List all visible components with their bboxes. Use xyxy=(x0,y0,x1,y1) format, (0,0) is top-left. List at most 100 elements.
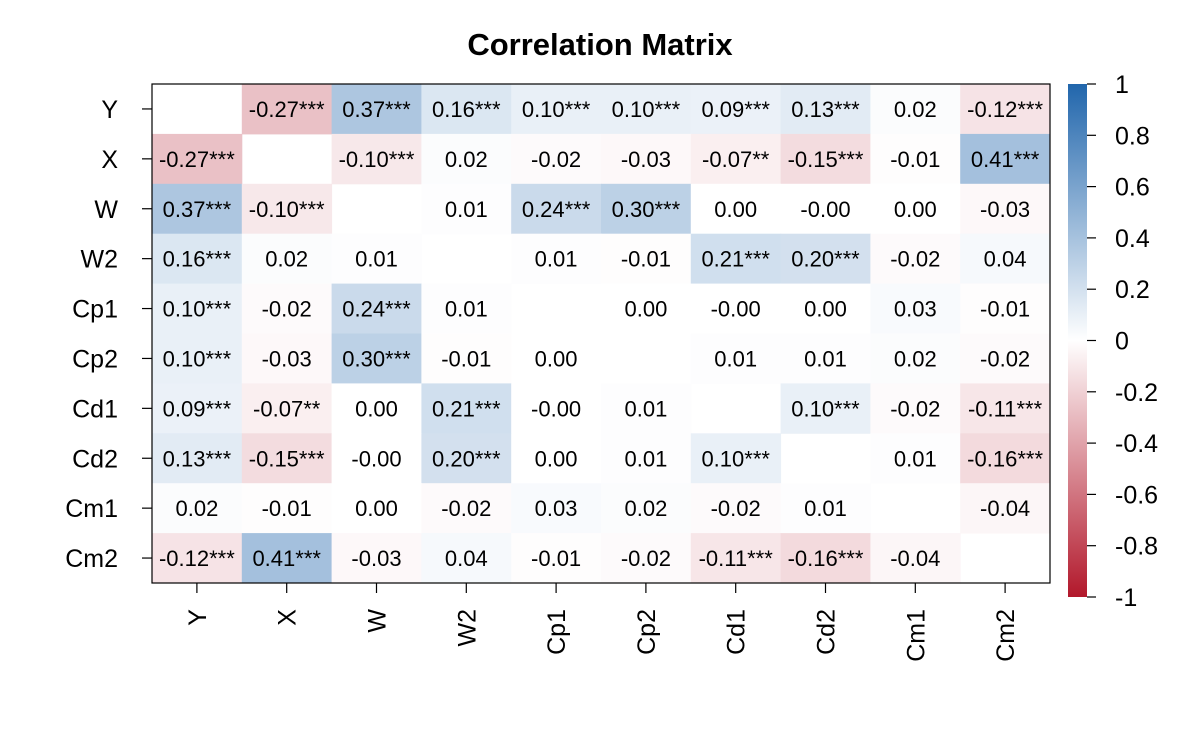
cell-label-Cm2-Y: -0.12*** xyxy=(159,546,235,571)
y-tick-label-X: X xyxy=(101,146,118,174)
cell-label-Y-X: -0.27*** xyxy=(249,97,325,122)
legend-tick-label: 1 xyxy=(1115,71,1129,99)
heatmap-cell-Cd1-W2 xyxy=(421,383,512,434)
cell-label-X-Y: -0.27*** xyxy=(159,147,235,172)
cell-label-Cd2-Cm2: -0.16*** xyxy=(967,446,1043,471)
heatmap-cell-W-Cm2 xyxy=(960,183,1051,235)
cell-label-Cd2-Cp2: 0.01 xyxy=(624,446,667,471)
cell-label-Y-Cm1: 0.02 xyxy=(894,97,937,122)
heatmap-cell-W2-Cp1 xyxy=(511,233,602,285)
color-legend: 1 0.8 0.6 0.4 0.2 0 -0.2 -0.4 -0.6 -0.8 -1 xyxy=(1068,71,1158,612)
heatmap-cell-Cd2-Cm1 xyxy=(870,433,961,484)
cell-label-W2-X: 0.02 xyxy=(265,247,308,272)
heatmap-cell-X-Cp1 xyxy=(511,133,602,185)
y-tick-label-Y: Y xyxy=(101,96,118,124)
heatmap-cell-Cm1-W xyxy=(331,483,422,534)
heatmap-cell-Cm1-Cm2 xyxy=(960,483,1051,534)
x-tick-label-Cd1: Cd1 xyxy=(723,609,751,655)
heatmap-cell-Cp2-Cp1 xyxy=(511,333,602,384)
x-tick-label-Cm2: Cm2 xyxy=(992,609,1020,662)
cell-label-Cp1-Cp2: 0.00 xyxy=(624,297,667,322)
cell-label-Cp1-W2: 0.01 xyxy=(445,297,488,322)
cell-label-Cm1-Cp2: 0.02 xyxy=(624,496,667,521)
heatmap-cell-X-W xyxy=(331,133,422,185)
cell-label-Cd1-Cm1: -0.02 xyxy=(890,396,940,421)
heatmap-cell-Cd2-Cp1 xyxy=(511,433,602,484)
cell-label-W-Cp1: 0.24*** xyxy=(522,197,591,222)
heatmap-cell-Cm1-W2 xyxy=(421,483,512,534)
heatmap-cell-Cm2-Cm1 xyxy=(870,533,961,584)
heatmap-cell-Cd1-Cp1 xyxy=(511,383,602,434)
cell-label-Cd2-X: -0.15*** xyxy=(249,446,325,471)
legend-tick-label: 0.8 xyxy=(1115,122,1150,150)
heatmap-cell-Cm2-Cd1 xyxy=(690,533,782,584)
cell-label-Cp2-Cp1: 0.00 xyxy=(535,346,578,371)
heatmap-cell-Cm1-Cp1 xyxy=(511,483,602,534)
cell-label-Cp1-Cm1: 0.03 xyxy=(894,297,937,322)
heatmap-cell-Cp1-W xyxy=(331,283,422,334)
cell-label-Cp1-Cd2: 0.00 xyxy=(804,297,847,322)
y-tick-label-W2: W2 xyxy=(81,246,119,274)
heatmap-cell-Cd2-Cd1 xyxy=(690,433,782,484)
y-tick-label-Cm1: Cm1 xyxy=(65,495,118,523)
cell-label-W2-Cm1: -0.02 xyxy=(890,247,940,272)
heatmap-cell-Cm2-Cp2 xyxy=(601,533,692,584)
cell-label-X-Cm2: 0.41*** xyxy=(971,147,1040,172)
heatmap-cell-Cp2-W xyxy=(331,333,422,384)
heatmap-cell-Cp2-X xyxy=(241,333,333,384)
cell-label-Y-Cp1: 0.10*** xyxy=(522,97,591,122)
legend-tick-label: 0.6 xyxy=(1115,174,1150,202)
cell-label-W2-Cp2: -0.01 xyxy=(621,247,671,272)
heatmap-cell-X-Cp2 xyxy=(601,133,692,185)
cell-label-Cd1-Cp1: -0.00 xyxy=(531,396,581,421)
y-tick-label-Cp1: Cp1 xyxy=(72,296,118,324)
heatmap-cell-X-Y xyxy=(152,133,243,185)
cell-label-Cm1-Cp1: 0.03 xyxy=(535,496,578,521)
heatmap-cell-Cp1-Y xyxy=(152,283,243,334)
heatmap-cell-Cd1-X xyxy=(241,383,333,434)
cell-label-Cm1-Cd1: -0.02 xyxy=(711,496,761,521)
cell-label-X-Cp1: -0.02 xyxy=(531,147,581,172)
cell-label-W-W2: 0.01 xyxy=(445,197,488,222)
heatmap-cell-Cp1-Cp2 xyxy=(601,283,692,334)
heatmap-cell-Y-Cp2 xyxy=(601,84,692,135)
heatmap-cell-Y-Cd2 xyxy=(780,84,871,135)
heatmap-cell-W2-X xyxy=(241,233,333,285)
heatmap-cell-W-X xyxy=(241,183,333,235)
legend-tick-label: 0.4 xyxy=(1115,225,1150,253)
cell-label-X-W2: 0.02 xyxy=(445,147,488,172)
cell-label-X-Cm1: -0.01 xyxy=(890,147,940,172)
heatmap-cell-W2-Y xyxy=(152,233,243,285)
heatmap-cell-Cp1-X xyxy=(241,283,333,334)
x-tick-label-W2: W2 xyxy=(453,609,481,647)
x-tick-label-W: W xyxy=(364,609,392,633)
heatmap-cell-Y-W2 xyxy=(421,84,512,135)
cell-label-Y-Cd2: 0.13*** xyxy=(791,97,860,122)
heatmap-cell-Cp1-Cm1 xyxy=(870,283,961,334)
legend-color-bar xyxy=(1068,84,1087,597)
cell-label-Cp2-X: -0.03 xyxy=(262,346,312,371)
cell-label-Cp2-Cm1: 0.02 xyxy=(894,346,937,371)
heatmap-cell-Y-Cm2 xyxy=(960,84,1051,135)
y-tick-label-W: W xyxy=(94,196,118,224)
heatmap-cell-Cp2-Y xyxy=(152,333,243,384)
x-tick-label-Cp1: Cp1 xyxy=(543,609,571,655)
heatmap-cell-Cd2-X xyxy=(241,433,333,484)
heatmap-cell-W-W2 xyxy=(421,183,512,235)
cell-label-Cp1-X: -0.02 xyxy=(262,297,312,322)
cell-label-Y-Cp2: 0.10*** xyxy=(612,97,681,122)
legend-tick-label: -0.2 xyxy=(1115,379,1158,407)
cell-label-Cp2-Y: 0.10*** xyxy=(163,346,232,371)
heatmap-cell-Cd1-Y xyxy=(152,383,243,434)
heatmap-cells: -0.27*** 0.37*** 0.16*** 0.10*** 0.10*** 0.09… xyxy=(152,84,1051,584)
heatmap-cell-Cp1-Cd1 xyxy=(690,283,782,334)
cell-label-Cp1-W: 0.24*** xyxy=(342,297,411,322)
cell-label-W2-Cp1: 0.01 xyxy=(535,247,578,272)
heatmap-cell-X-Cm2 xyxy=(960,133,1051,185)
cell-label-W2-Cm2: 0.04 xyxy=(984,247,1027,272)
cell-label-Cd1-Cd2: 0.10*** xyxy=(791,396,860,421)
heatmap-cell-Cd2-W xyxy=(331,433,422,484)
cell-label-Cp2-Cd2: 0.01 xyxy=(804,346,847,371)
heatmap-cell-Cd2-Cm2 xyxy=(960,433,1051,484)
heatmap-cell-Cd2-Y xyxy=(152,433,243,484)
